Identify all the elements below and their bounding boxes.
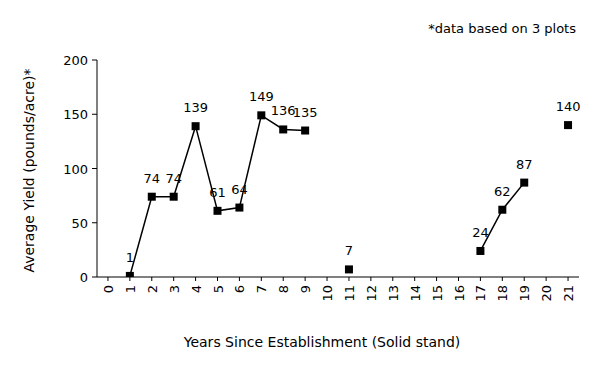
- x-tick-label: 7: [254, 285, 269, 293]
- point-marker: [498, 206, 506, 214]
- x-tick-label: 12: [364, 285, 379, 302]
- x-tick-label: 3: [167, 285, 182, 293]
- point-marker: [170, 193, 178, 201]
- x-tick-label: 18: [495, 285, 510, 302]
- x-tick: [568, 277, 569, 281]
- y-tick-label: 0: [80, 270, 88, 285]
- x-tick-label: 10: [320, 285, 335, 302]
- x-tick-label: 5: [211, 285, 226, 293]
- y-tick-label: 50: [71, 216, 88, 231]
- point-marker: [520, 179, 528, 187]
- series: [126, 111, 572, 277]
- x-tick: [327, 277, 328, 281]
- x-tick-label: 20: [539, 285, 554, 302]
- data-label: 135: [293, 105, 318, 120]
- x-tick-label: 8: [276, 285, 291, 293]
- x-tick: [151, 277, 152, 281]
- point-marker: [126, 272, 134, 277]
- x-tick-label: 13: [386, 285, 401, 302]
- x-tick: [502, 277, 503, 281]
- x-tick-label: 19: [517, 285, 532, 302]
- point-marker: [301, 127, 309, 135]
- data-label: 149: [249, 89, 274, 104]
- x-tick-label: 21: [561, 285, 576, 302]
- point-marker: [345, 265, 353, 273]
- x-tick-label: 16: [452, 285, 467, 302]
- x-tick: [348, 277, 349, 281]
- x-tick: [261, 277, 262, 281]
- point-marker: [476, 247, 484, 255]
- x-tick: [414, 277, 415, 281]
- x-axis-line: [97, 277, 579, 278]
- x-tick-label: 15: [430, 285, 445, 302]
- y-tick: [92, 277, 97, 278]
- x-tick-label: 2: [145, 285, 160, 293]
- x-axis-title: Years Since Establishment (Solid stand): [183, 334, 461, 350]
- data-label: 1: [126, 250, 134, 265]
- point-marker: [214, 207, 222, 215]
- y-tick: [92, 168, 97, 169]
- data-label: 7: [345, 243, 353, 258]
- y-tick: [92, 222, 97, 223]
- x-tick-label: 9: [298, 285, 313, 293]
- x-tick: [107, 277, 108, 281]
- point-marker: [192, 122, 200, 130]
- x-tick: [436, 277, 437, 281]
- data-label: 74: [143, 171, 160, 186]
- x-tick: [458, 277, 459, 281]
- x-tick-label: 0: [101, 285, 116, 293]
- x-tick: [480, 277, 481, 281]
- x-tick-label: 14: [408, 285, 423, 302]
- point-marker: [235, 204, 243, 212]
- point-marker: [279, 125, 287, 133]
- x-tick: [239, 277, 240, 281]
- y-tick-label: 100: [63, 162, 88, 177]
- data-label: 24: [472, 225, 489, 240]
- x-tick: [217, 277, 218, 281]
- x-tick-label: 17: [473, 285, 488, 302]
- x-tick: [392, 277, 393, 281]
- annotation: *data based on 3 plots: [428, 21, 576, 36]
- x-tick-label: 1: [123, 285, 138, 293]
- point-marker: [257, 111, 265, 119]
- x-tick-label: 4: [189, 285, 204, 293]
- series-line: [130, 115, 568, 276]
- chart: *data based on 3 plots050100150200012345…: [0, 0, 595, 371]
- x-tick-label: 6: [232, 285, 247, 293]
- y-tick: [92, 114, 97, 115]
- x-tick: [195, 277, 196, 281]
- x-tick: [524, 277, 525, 281]
- x-tick: [305, 277, 306, 281]
- data-label: 61: [209, 185, 226, 200]
- data-label: 87: [516, 157, 533, 172]
- data-label: 62: [494, 184, 511, 199]
- y-tick-label: 150: [63, 107, 88, 122]
- data-label: 64: [231, 182, 248, 197]
- x-tick: [129, 277, 130, 281]
- data-label: 74: [165, 171, 182, 186]
- y-tick: [92, 60, 97, 61]
- x-tick: [370, 277, 371, 281]
- x-tick-label: 11: [342, 285, 357, 302]
- data-label: 140: [556, 99, 581, 114]
- point-marker: [148, 193, 156, 201]
- data-label: 139: [183, 100, 208, 115]
- x-tick: [546, 277, 547, 281]
- x-tick: [283, 277, 284, 281]
- y-axis-title: Average Yield (pounds/acre)*: [21, 68, 37, 272]
- y-tick-label: 200: [63, 53, 88, 68]
- x-tick: [173, 277, 174, 281]
- point-marker: [564, 121, 572, 129]
